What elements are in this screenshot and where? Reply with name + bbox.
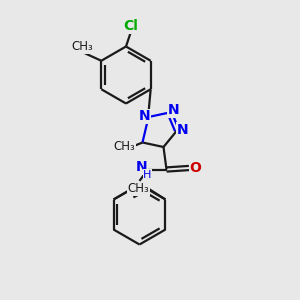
Text: N: N <box>167 103 179 117</box>
Text: N: N <box>139 110 151 123</box>
Text: H: H <box>143 170 152 180</box>
Text: N: N <box>136 160 148 174</box>
Text: O: O <box>190 161 202 175</box>
Text: CH₃: CH₃ <box>114 140 135 154</box>
Text: N: N <box>177 123 189 137</box>
Text: CH₃: CH₃ <box>128 182 150 196</box>
Text: CH₃: CH₃ <box>71 40 93 53</box>
Text: Cl: Cl <box>123 20 138 33</box>
